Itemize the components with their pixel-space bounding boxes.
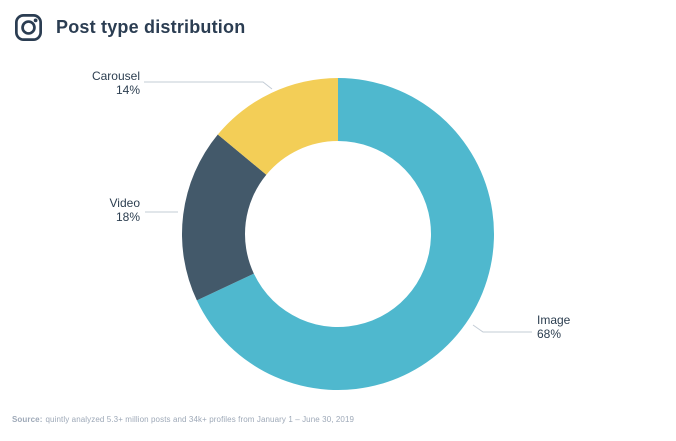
slice-label-image-name: Image: [537, 313, 571, 327]
slice-label-video-name: Video: [109, 196, 140, 210]
leader-line-carousel: [144, 81, 273, 90]
source-prefix: Source:: [12, 415, 43, 424]
slice-label-video: Video 18%: [40, 196, 140, 224]
leader-line-image: [472, 324, 532, 333]
slice-label-carousel-name: Carousel: [91, 69, 140, 83]
donut-slice-carousel: [217, 78, 338, 175]
slice-label-carousel-pct: 14%: [115, 83, 140, 97]
instagram-icon: [15, 14, 42, 41]
source-note: Source: quintly analyzed 5.3+ million pos…: [12, 415, 354, 425]
header: Post type distribution: [13, 12, 245, 43]
slice-label-video-pct: 18%: [115, 210, 140, 224]
source-text: quintly analyzed 5.3+ million posts and …: [45, 415, 355, 424]
slice-label-image-pct: 68%: [537, 327, 562, 341]
page-title: Post type distribution: [56, 17, 246, 37]
donut-slice-image: [196, 78, 495, 390]
slice-label-carousel: Carousel 14%: [40, 69, 140, 97]
slice-label-image: Image 68%: [537, 313, 617, 341]
donut-slice-video: [182, 134, 267, 301]
